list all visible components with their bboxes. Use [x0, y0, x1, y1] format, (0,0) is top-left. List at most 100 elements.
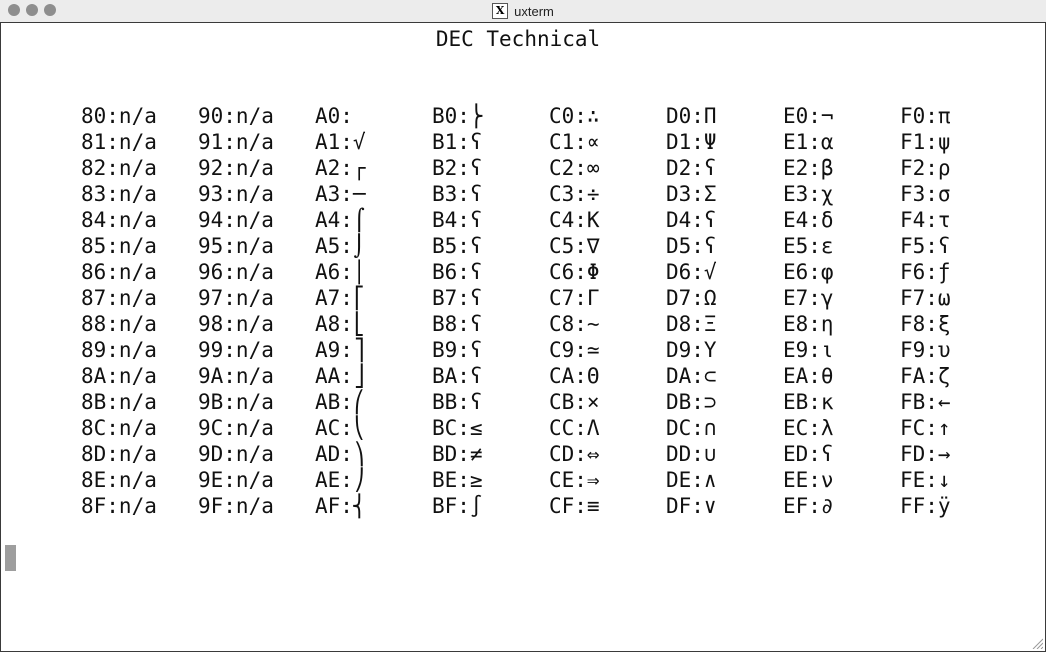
charset-cell: E5:ε — [783, 234, 834, 258]
charset-cell: FF:ÿ — [900, 494, 951, 518]
charset-cell: 8A:n/a — [81, 364, 157, 388]
charset-cell: 8B:n/a — [81, 390, 157, 414]
charset-cell: 86:n/a — [81, 260, 157, 284]
charset-cell: A9:⎤ — [315, 338, 366, 362]
charset-cell: F8:ξ — [900, 312, 951, 336]
charset-cell: F1:ψ — [900, 130, 951, 154]
close-button[interactable] — [8, 4, 20, 16]
charset-cell: F7:ω — [900, 286, 951, 310]
charset-cell: EE:ν — [783, 468, 834, 492]
terminal-area[interactable]: DEC Technical 80:n/a 81:n/a 82:n/a 83:n/a 84… — [0, 22, 1046, 652]
charset-cell: 8F:n/a — [81, 494, 157, 518]
charset-cell: DE:∧ — [666, 468, 717, 492]
charset-cell: B0:⎬ — [432, 104, 483, 128]
charset-cell: E3:χ — [783, 182, 834, 206]
charset-cell: D0:Π — [666, 104, 717, 128]
charset-cell: F0:π — [900, 104, 951, 128]
charset-table: 80:n/a 81:n/a 82:n/a 83:n/a 84:n/a 85:n/a 86:n… — [81, 103, 1017, 519]
charset-cell: E1:α — [783, 130, 834, 154]
charset-cell: B9:ʕ — [432, 338, 483, 362]
charset-cell: E7:γ — [783, 286, 834, 310]
charset-cell: 9A:n/a — [198, 364, 274, 388]
charset-cell: AC:⎝ — [315, 416, 366, 440]
charset-cell: C9:≃ — [549, 338, 600, 362]
window-title: uxterm — [514, 3, 554, 19]
charset-cell: F9:υ — [900, 338, 951, 362]
charset-cell: CC:Λ — [549, 416, 600, 440]
charset-cell: FB:← — [900, 390, 951, 414]
charset-cell: C8:∼ — [549, 312, 600, 336]
charset-cell: EA:θ — [783, 364, 834, 388]
charset-cell: 95:n/a — [198, 234, 274, 258]
charset-cell: C7:Γ — [549, 286, 600, 310]
charset-cell: 8C:n/a — [81, 416, 157, 440]
charset-cell: AA:⎦ — [315, 364, 366, 388]
charset-cell: FC:↑ — [900, 416, 951, 440]
charset-cell: A6:│ — [315, 260, 366, 284]
charset-cell: AB:⎛ — [315, 390, 366, 414]
charset-cell: 90:n/a — [198, 104, 274, 128]
charset-cell: A2:┌ — [315, 156, 366, 180]
charset-cell: D5:ʕ — [666, 234, 717, 258]
charset-cell: BC:≤ — [432, 416, 483, 440]
window-title-group: X uxterm — [0, 0, 1046, 22]
x-window-icon: X — [492, 3, 509, 19]
minimize-button[interactable] — [26, 4, 38, 16]
charset-cell: E4:δ — [783, 208, 834, 232]
charset-cell: D8:Ξ — [666, 312, 717, 336]
charset-cell: DF:∨ — [666, 494, 717, 518]
charset-cell: C4:Κ — [549, 208, 600, 232]
charset-cell: E6:φ — [783, 260, 834, 284]
charset-cell: BB:ʕ — [432, 390, 483, 414]
title-bar[interactable]: X uxterm — [0, 0, 1046, 22]
charset-cell: C5:∇ — [549, 234, 600, 258]
zoom-button[interactable] — [44, 4, 56, 16]
charset-cell: 80:n/a — [81, 104, 157, 128]
charset-cell: AD:⎞ — [315, 442, 366, 466]
charset-cell: DA:⊂ — [666, 364, 717, 388]
charset-cell: C3:÷ — [549, 182, 600, 206]
charset-cell: C1:∝ — [549, 130, 600, 154]
window-controls — [8, 4, 56, 16]
charset-cell: 88:n/a — [81, 312, 157, 336]
charset-cell: 9C:n/a — [198, 416, 274, 440]
charset-cell: AE:⎠ — [315, 468, 366, 492]
charset-cell: 84:n/a — [81, 208, 157, 232]
charset-cell: 92:n/a — [198, 156, 274, 180]
charset-cell: 83:n/a — [81, 182, 157, 206]
charset-cell: 98:n/a — [198, 312, 274, 336]
charset-cell: B8:ʕ — [432, 312, 483, 336]
charset-cell: BE:≥ — [432, 468, 483, 492]
charset-cell: C6:Φ — [549, 260, 600, 284]
charset-cell: B4:ʕ — [432, 208, 483, 232]
charset-cell: FD:→ — [900, 442, 951, 466]
charset-cell: F6:ƒ — [900, 260, 951, 284]
charset-cell: 9D:n/a — [198, 442, 274, 466]
charset-cell: B3:ʕ — [432, 182, 483, 206]
resize-grip-icon[interactable] — [1031, 637, 1043, 649]
charset-cell: ED:ʕ — [783, 442, 834, 466]
charset-cell: A7:⎡ — [315, 286, 366, 310]
charset-cell: C2:∞ — [549, 156, 600, 180]
charset-cell: 96:n/a — [198, 260, 274, 284]
charset-cell: E2:β — [783, 156, 834, 180]
charset-cell: A3:─ — [315, 182, 366, 206]
charset-cell: D7:Ω — [666, 286, 717, 310]
charset-cell: E9:ι — [783, 338, 834, 362]
charset-cell: D2:ʕ — [666, 156, 717, 180]
charset-cell: FE:↓ — [900, 468, 951, 492]
charset-cell: C0:∴ — [549, 104, 600, 128]
text-cursor — [5, 545, 16, 571]
charset-cell: D6:√ — [666, 260, 717, 284]
charset-cell: CD:⇔ — [549, 442, 600, 466]
charset-cell: CE:⇒ — [549, 468, 600, 492]
charset-cell: BD:≠ — [432, 442, 483, 466]
charset-cell: B2:ʕ — [432, 156, 483, 180]
charset-cell: F2:ρ — [900, 156, 951, 180]
charset-cell: A4:⌠ — [315, 208, 366, 232]
charset-cell: 94:n/a — [198, 208, 274, 232]
charset-cell: EC:λ — [783, 416, 834, 440]
charset-cell: 9F:n/a — [198, 494, 274, 518]
charset-cell: B5:ʕ — [432, 234, 483, 258]
charset-cell: D3:Σ — [666, 182, 717, 206]
